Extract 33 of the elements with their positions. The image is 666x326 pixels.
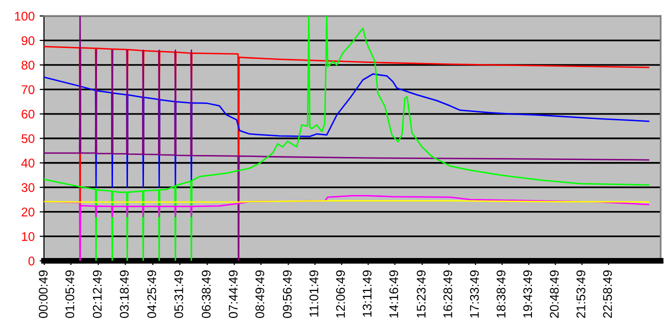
y-tick-label: 60 [22, 110, 34, 119]
x-tick-label: 18:38:49 [496, 270, 506, 318]
x-tick-label: 11:01:49 [309, 270, 318, 317]
x-tick-label: 05:31:49 [174, 270, 184, 318]
y-tick-label: 100 [15, 12, 34, 21]
x-tick-label: 21:53:49 [576, 270, 586, 318]
y-tick-label: 0 [28, 256, 34, 266]
x-tick-label: 07:44:49 [228, 270, 238, 318]
x-tick-label: 17:33:49 [470, 270, 479, 318]
x-tick-label: 19:43:49 [523, 270, 532, 318]
x-tick-label: 00:00:49 [38, 270, 48, 318]
x-tick-label: 20:48:49 [550, 270, 559, 318]
x-tick-label: 22:58:49 [603, 270, 612, 318]
x-tick-label: 08:49:49 [255, 270, 264, 318]
x-tick-label: 15:23:49 [416, 270, 426, 318]
y-tick-label: 30 [22, 183, 34, 192]
y-tick-label: 10 [22, 232, 34, 241]
x-tick-label: 12:06:49 [336, 270, 345, 318]
y-tick-label: 50 [22, 134, 34, 144]
y-tick-label: 90 [22, 36, 34, 46]
y-tick-label: 20 [22, 208, 34, 216]
x-tick-label: 06:38:49 [202, 270, 211, 318]
y-tick-label: 40 [21, 158, 34, 168]
x-tick-label: 02:12:49 [92, 270, 102, 318]
y-tick-label: 80 [22, 60, 34, 70]
x-tick-label: 01:05:49 [65, 270, 74, 318]
x-tick-label: 04:25:49 [147, 270, 156, 318]
x-tick-label: 14:16:49 [389, 270, 398, 318]
x-tick-label: 03:18:49 [120, 270, 129, 318]
x-tick-label: 09:56:49 [282, 270, 292, 318]
x-tick-label: 13:11:49 [362, 270, 372, 317]
y-tick-label: 70 [22, 85, 34, 94]
x-tick-label: 16:28:49 [443, 270, 452, 318]
